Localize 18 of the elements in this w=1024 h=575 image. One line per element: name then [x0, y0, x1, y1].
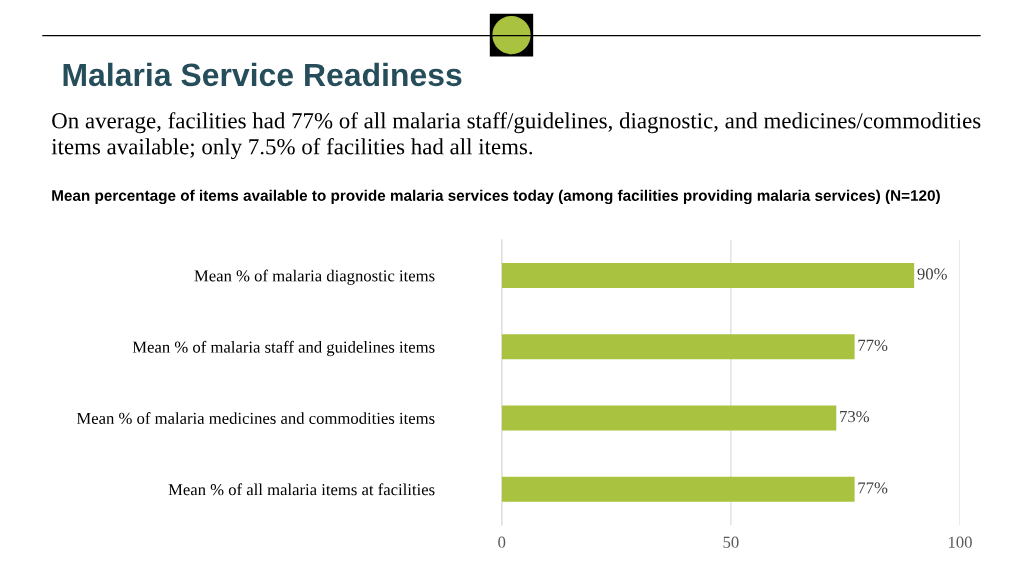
chart-subtitle: On average, facilities had 77% of all malaria staff/guidelines, diagnostic, and medicines/commodities items available; only 7.5% of facilities had all items. [51, 112, 981, 160]
data-label: 77% [858, 482, 888, 494]
data-label: 73% [840, 410, 870, 423]
data-label: 77% [858, 339, 888, 351]
bar [501, 334, 855, 360]
y-tick-label: Mean % of malaria medicines and commodities items [76, 412, 435, 425]
bar [501, 262, 915, 288]
y-tick-label: Mean % of all malaria items at facilities [168, 483, 435, 496]
x-tick-label: 0 [498, 536, 506, 548]
text: Mean percentage of items available to provide malaria services today (among facilities providing malaria services) (N=120) [52, 189, 940, 205]
x-tick-label: 100 [948, 536, 972, 548]
data-label: 90% [917, 268, 947, 280]
bar [501, 476, 855, 502]
y-tick-label: Mean % of malaria staff and guidelines items [132, 340, 435, 357]
y-tick-label: Mean % of malaria diagnostic items [194, 269, 435, 285]
chart-title: Malaria Service Readiness [63, 62, 462, 87]
x-tick-label: 50 [723, 536, 739, 548]
bar [501, 405, 837, 431]
